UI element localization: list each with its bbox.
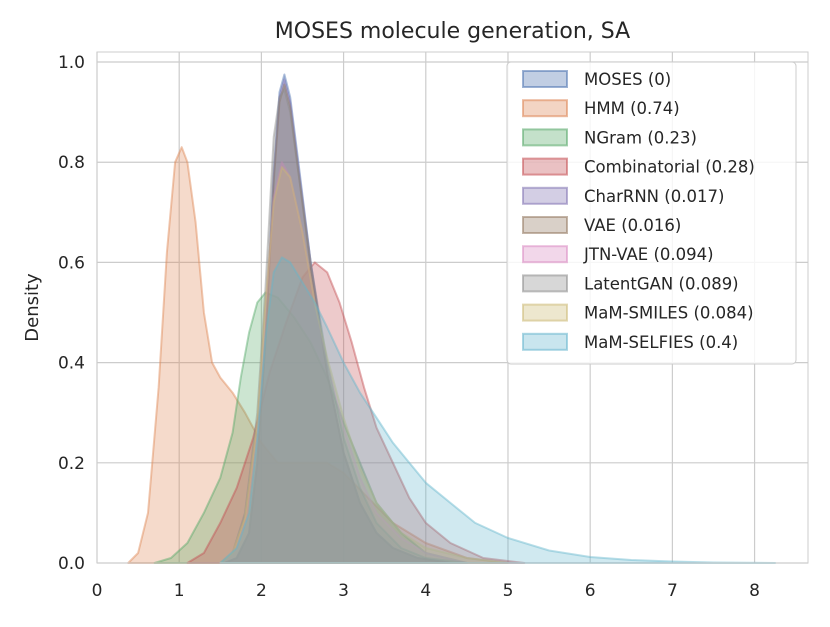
legend-box [506,61,797,365]
legend-label: LatentGAN (0.089) [584,274,739,293]
series-area [219,88,468,564]
legend-label: MaM-SMILES (0.084) [584,304,754,323]
x-tick-label: 8 [749,581,760,601]
legend-label: VAE (0.016) [584,216,681,235]
series-areas [127,73,777,564]
series-area [223,73,452,564]
x-tick-label: 1 [174,581,185,601]
series-area [186,261,526,564]
x-tick-label: 7 [667,581,678,601]
legend-swatch [522,186,568,205]
y-tick-label: 0.4 [58,354,85,374]
series-area [219,161,468,564]
legend-swatch [522,99,568,118]
legend-swatch [522,274,568,293]
legend: MOSES (0) HMM (0.74) NGram (0.23) Combinato… [506,61,797,365]
legend-swatch [522,70,568,88]
legend-swatch [522,128,568,147]
plot-frame [96,51,809,564]
y-tick-label: 0.2 [58,454,85,474]
series-area [223,83,452,564]
x-tick-label: 4 [420,581,431,601]
x-tick-label: 2 [256,581,267,601]
y-tick-label: 0.6 [58,253,85,273]
series-area [153,291,468,564]
y-tick-label: 0.8 [58,153,85,173]
legend-swatch [522,157,568,176]
legend-swatch [522,303,568,322]
legend-label: HMM (0.74) [584,99,680,118]
x-tick-label: 0 [92,581,103,601]
series-area [223,78,452,564]
x-tick-label: 6 [585,581,596,601]
x-tick-label: 3 [338,581,349,601]
legend-label: JTN-VAE (0.094) [583,245,714,264]
legend-label: CharRNN (0.017) [584,187,724,206]
legend-swatch [522,245,568,264]
y-tick-label: 0.0 [58,554,85,574]
series-area [127,146,509,564]
chart-title: MOSES molecule generation, SA [275,19,630,44]
y-axis-title: Density [22,273,43,342]
x-tick-label: 5 [503,581,514,601]
legend-label: MaM-SELFIES (0.4) [584,333,738,352]
legend-label: Combinatorial (0.28) [584,158,755,177]
series-area [219,166,509,564]
series-area [219,256,777,564]
legend-label: NGram (0.23) [584,128,697,147]
legend-swatch [522,216,568,234]
tick-labels: 0 1 2 3 4 5 6 7 8 0.0 0.2 0.4 0.6 0.8 1.0 [58,53,760,601]
y-tick-label: 1.0 [58,53,85,73]
legend-label: MOSES (0) [584,70,671,89]
legend-swatch [522,332,568,351]
